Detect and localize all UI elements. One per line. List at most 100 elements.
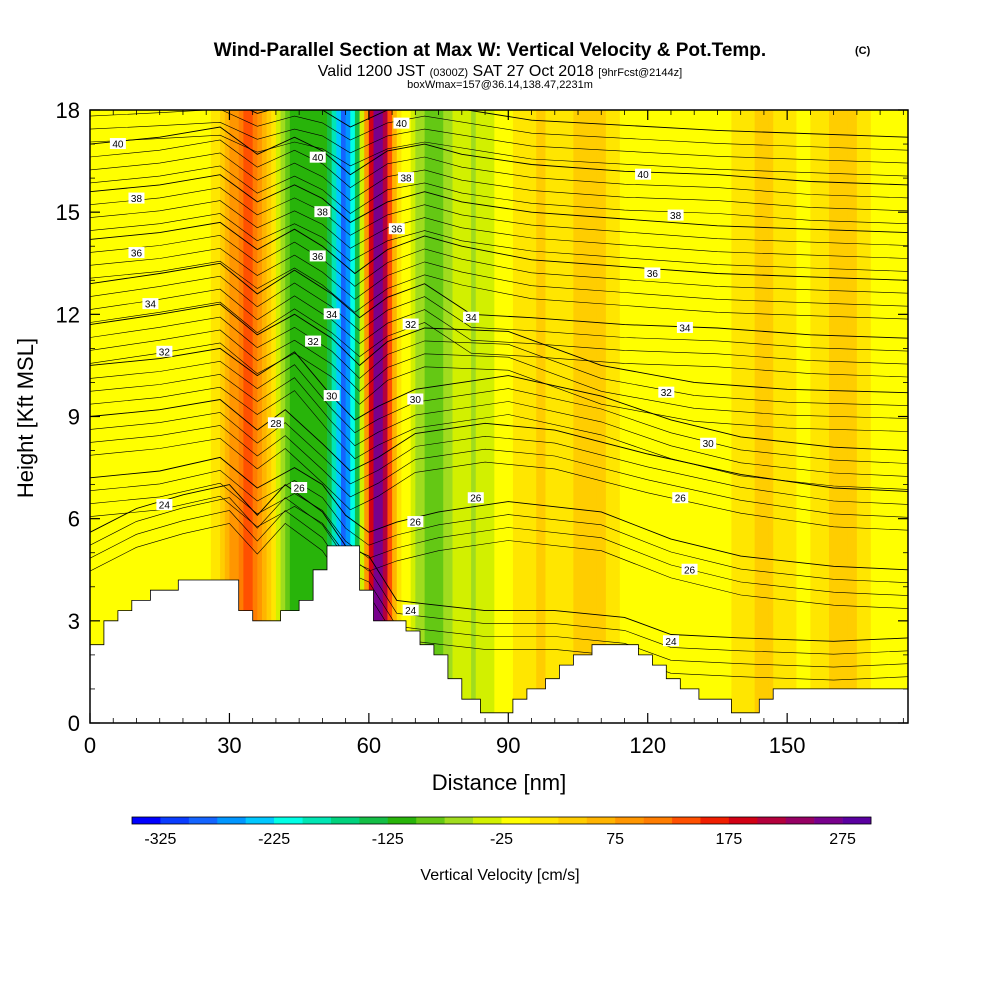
contour-label-38: 38 (398, 172, 415, 185)
colorbar-tick-label: 275 (829, 831, 856, 848)
velocity-cell (796, 110, 802, 723)
svg-text:34: 34 (326, 310, 338, 321)
theta-contour-minor (90, 200, 908, 259)
theta-contour-minor (90, 316, 908, 406)
velocity-cell (136, 110, 142, 723)
contour-label-30: 30 (407, 393, 424, 406)
svg-text:34: 34 (145, 300, 157, 311)
velocity-cell (545, 110, 551, 723)
velocity-cell (652, 110, 658, 723)
colorbar-swatch (501, 817, 531, 824)
velocity-cell (661, 110, 667, 723)
velocity-cell (433, 110, 440, 723)
velocity-cell (791, 110, 798, 723)
velocity-cell (494, 110, 500, 723)
theta-contour-30 (90, 347, 908, 452)
contour-label-36: 36 (644, 267, 661, 280)
colorbar-tick-label: -125 (372, 831, 404, 848)
colorbar-swatch (643, 817, 673, 824)
colorbar-swatch (757, 817, 787, 824)
velocity-cell (782, 110, 788, 723)
velocity-cell (248, 110, 254, 723)
velocity-cell (150, 110, 156, 723)
velocity-cell (889, 110, 895, 723)
colorbar-swatch (217, 817, 246, 824)
velocity-cell (531, 110, 537, 723)
velocity-cell (745, 110, 751, 723)
y-tick-label: 0 (68, 711, 80, 736)
contour-label-34: 34 (323, 308, 340, 321)
velocity-cell (159, 110, 165, 723)
velocity-cell (220, 110, 226, 723)
velocity-cell (410, 110, 416, 723)
theta-contour-minor (90, 373, 908, 477)
subtitle-utc: (0300Z) (430, 67, 469, 79)
velocity-cell (624, 110, 630, 723)
velocity-cell (327, 110, 333, 723)
velocity-cell (694, 110, 700, 723)
velocity-cell (196, 110, 203, 723)
colorbar-tick-label: 75 (606, 831, 624, 848)
colorbar-swatch (416, 817, 445, 824)
velocity-cell (145, 110, 152, 723)
velocity-cell (131, 110, 138, 723)
velocity-cell (141, 110, 147, 723)
svg-text:30: 30 (326, 392, 338, 403)
velocity-cell (587, 110, 593, 723)
velocity-cell (731, 110, 737, 723)
x-tick-label: 0 (84, 733, 96, 758)
velocity-cell (452, 110, 458, 723)
velocity-cell (447, 110, 454, 723)
velocity-cell (717, 110, 723, 723)
contour-label-36: 36 (309, 250, 326, 263)
theta-contour-minor (90, 152, 908, 212)
velocity-cell (378, 110, 384, 723)
contour-label-30: 30 (323, 390, 340, 403)
velocity-cell (354, 110, 361, 723)
velocity-cell (703, 110, 709, 723)
contour-label-38: 38 (314, 206, 331, 219)
velocity-cell (406, 110, 412, 723)
velocity-cell (736, 110, 742, 723)
colorbar-swatch (586, 817, 616, 824)
colorbar-swatch (387, 817, 417, 824)
contour-label-32: 32 (658, 386, 675, 399)
velocity-cell (698, 110, 705, 723)
contour-label-30: 30 (700, 437, 717, 450)
velocity-cell (234, 110, 240, 723)
theta-contour-minor (90, 522, 908, 681)
y-tick-label: 9 (68, 405, 80, 430)
velocity-cell (526, 110, 533, 723)
theta-contour-minor (90, 275, 908, 352)
velocity-cell (224, 110, 231, 723)
theta-contour-minor (90, 495, 908, 609)
theta-contour-minor (90, 482, 908, 596)
velocity-cell (317, 110, 323, 723)
colorbar-swatch (814, 817, 843, 824)
x-tick-label: 30 (217, 733, 241, 758)
velocity-cell (396, 110, 402, 723)
terrain-mask (89, 545, 909, 724)
velocity-cell (117, 110, 124, 723)
velocity-cell (517, 110, 523, 723)
colorbar-swatch (558, 817, 588, 824)
contour-label-34: 34 (676, 321, 693, 334)
velocity-cell (438, 110, 444, 723)
velocity-cell (173, 110, 179, 723)
velocity-cell (261, 110, 268, 723)
subtitle-date: SAT 27 Oct 2018 (473, 63, 594, 80)
contour-label-32: 32 (156, 345, 173, 358)
svg-text:38: 38 (317, 208, 329, 219)
chart-title: Wind-Parallel Section at Max W: Vertical… (214, 40, 766, 61)
chart-subtitle-2: boxWmax=157@36.14,138.47,2231m (407, 79, 593, 91)
velocity-cell (856, 110, 863, 723)
velocity-cell (810, 110, 816, 723)
velocity-cell (777, 110, 784, 723)
contour-label-34: 34 (142, 298, 159, 311)
velocity-cell (275, 110, 282, 723)
svg-text:36: 36 (312, 252, 324, 263)
contour-label-24: 24 (156, 499, 173, 512)
velocity-cell (489, 110, 495, 723)
theta-contour-minor (90, 386, 908, 490)
theta-contour-minor (90, 134, 908, 177)
